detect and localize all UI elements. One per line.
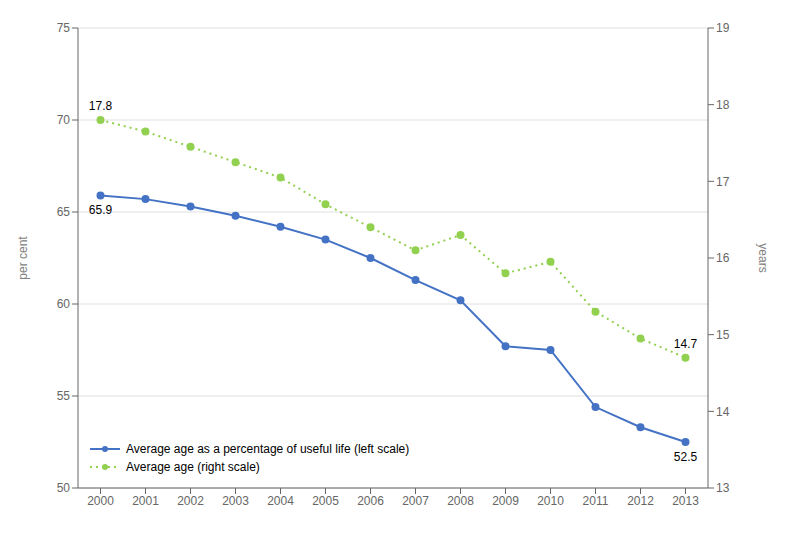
svg-text:50: 50 (57, 481, 71, 495)
svg-text:13: 13 (716, 481, 730, 495)
svg-text:2002: 2002 (177, 494, 204, 508)
svg-text:years: years (756, 243, 770, 272)
svg-text:65: 65 (57, 205, 71, 219)
svg-text:16: 16 (716, 251, 730, 265)
svg-text:19: 19 (716, 21, 730, 35)
svg-text:70: 70 (57, 113, 71, 127)
svg-text:75: 75 (57, 21, 71, 35)
svg-text:55: 55 (57, 389, 71, 403)
svg-text:14.7: 14.7 (674, 337, 698, 351)
svg-text:2008: 2008 (447, 494, 474, 508)
svg-text:17.8: 17.8 (89, 99, 113, 113)
svg-text:2012: 2012 (627, 494, 654, 508)
svg-text:2006: 2006 (357, 494, 384, 508)
svg-text:2003: 2003 (222, 494, 249, 508)
svg-text:2007: 2007 (402, 494, 429, 508)
svg-text:2009: 2009 (492, 494, 519, 508)
html-text:Average age (right scale): Average age (right scale) (126, 460, 260, 474)
svg-text:2004: 2004 (267, 494, 294, 508)
svg-text:2005: 2005 (312, 494, 339, 508)
svg-text:2013: 2013 (672, 494, 699, 508)
svg-text:2000: 2000 (87, 494, 114, 508)
svg-text:2011: 2011 (583, 494, 609, 508)
svg-text:2001: 2001 (132, 494, 159, 508)
svg-text:15: 15 (716, 328, 730, 342)
svg-text:2010: 2010 (537, 494, 564, 508)
svg-text:52.5: 52.5 (674, 450, 698, 464)
svg-text:per cent: per cent (16, 236, 30, 280)
svg-text:65.9: 65.9 (89, 203, 113, 217)
svg-text:17: 17 (716, 175, 730, 189)
svg-text:14: 14 (716, 405, 730, 419)
svg-text:60: 60 (57, 297, 71, 311)
svg-text:18: 18 (716, 98, 730, 112)
html-text:Average age as a percentage of: Average age as a percentage of useful li… (126, 442, 410, 456)
